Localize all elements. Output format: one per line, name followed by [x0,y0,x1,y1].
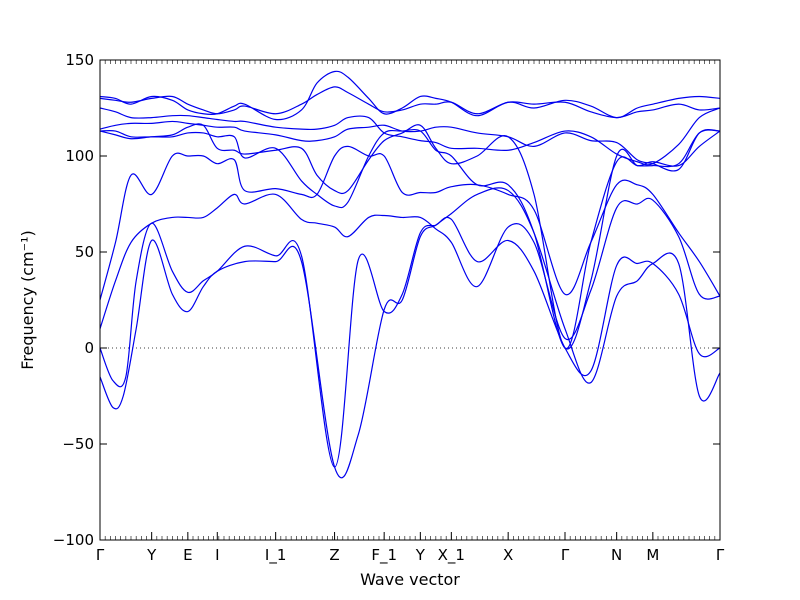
band-line-10 [100,70,720,121]
x-tick-label: Y [146,546,157,564]
y-axis-ticks: −100 −50 0 50 100 150 [53,51,720,549]
band-line-3 [100,193,720,341]
band-line-4 [100,145,720,301]
x-tick-label: I_1 [265,546,286,565]
band-line-2 [100,216,720,468]
x-tick-label: Γ [716,546,725,564]
series-lines [100,70,720,479]
x-axis-ticks: Γ Y E I I_1 Z F_1 Y X_1 X Γ N M Γ [96,60,725,565]
band-line-6 [100,123,720,349]
x-tick-label: Γ [96,546,105,564]
x-tick-label: Y [415,546,426,564]
x-tick-label: M [646,546,659,564]
x-tick-label: I [215,546,219,564]
y-axis-label: Frequency (cm⁻¹) [18,230,37,369]
y-tick-label: −50 [62,435,94,453]
x-tick-label: Z [329,546,339,564]
y-tick-label: 0 [84,339,94,357]
band-line-1 [100,187,720,479]
y-tick-label: 150 [65,51,94,69]
x-tick-label: F_1 [371,546,397,565]
band-line-8 [100,107,720,166]
x-tick-label: X_1 [438,546,465,565]
x-tick-label: X [503,546,513,564]
y-tick-label: 100 [65,147,94,165]
x-tick-label: E [183,546,192,564]
x-tick-label: Γ [561,546,570,564]
y-tick-label: −100 [53,531,94,549]
x-tick-label: N [611,546,622,564]
y-tick-label: 50 [75,243,94,261]
x-axis-label: Wave vector [360,570,460,589]
